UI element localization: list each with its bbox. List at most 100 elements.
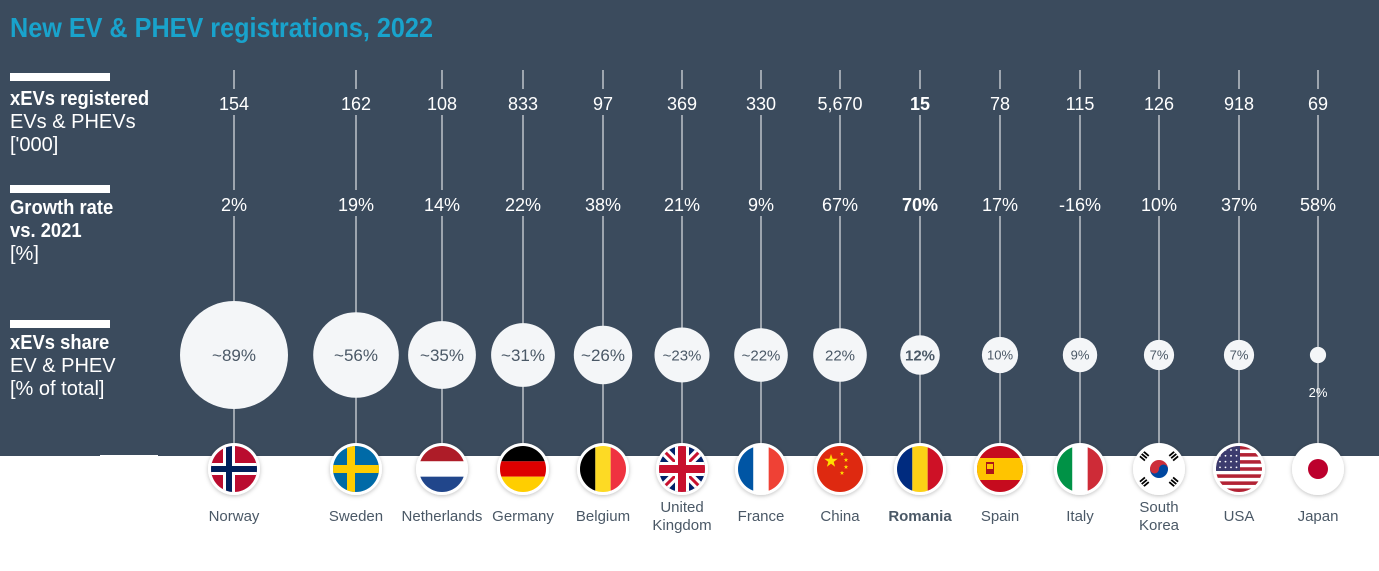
row-label-registered-title: xEVs registered bbox=[10, 88, 150, 110]
france-flag-icon bbox=[735, 443, 787, 495]
label-backdrop bbox=[503, 190, 543, 216]
label-backdrop bbox=[1219, 89, 1259, 115]
label-backdrop bbox=[906, 89, 934, 115]
share-label-netherlands: ~35% bbox=[420, 346, 464, 365]
label-backdrop bbox=[1219, 190, 1259, 216]
share-label-spain: 10% bbox=[987, 348, 1013, 363]
registered-value-usa: 918 bbox=[1224, 94, 1254, 114]
row-label-growth-unit: [%] bbox=[10, 243, 39, 265]
registered-value-china: 5,670 bbox=[817, 94, 862, 114]
registered-value-south-korea: 126 bbox=[1144, 94, 1174, 114]
footer-marker bbox=[100, 455, 158, 458]
label-backdrop bbox=[1139, 190, 1179, 216]
label-backdrop bbox=[741, 89, 781, 115]
share-label-france: ~22% bbox=[742, 347, 781, 364]
belgium-flag-icon bbox=[577, 443, 629, 495]
usa-flag-icon bbox=[1213, 443, 1265, 495]
growth-value-italy: -16% bbox=[1059, 195, 1101, 215]
share-label-china: 22% bbox=[825, 347, 855, 364]
country-name-china: China bbox=[820, 508, 860, 525]
norway-flag-icon bbox=[208, 443, 260, 495]
label-backdrop bbox=[1060, 89, 1100, 115]
share-label-usa: 7% bbox=[1230, 348, 1249, 363]
country-name-netherlands: Netherlands bbox=[402, 508, 483, 525]
label-backdrop bbox=[746, 190, 776, 216]
registered-value-romania: 15 bbox=[910, 94, 930, 114]
share-bubble-south-korea bbox=[1143, 339, 1175, 371]
country-name-spain: Spain bbox=[981, 508, 1019, 525]
share-label-germany: ~31% bbox=[501, 346, 545, 365]
country-name-romania: Romania bbox=[888, 508, 952, 525]
label-backdrop bbox=[986, 89, 1014, 115]
registered-value-sweden: 162 bbox=[341, 94, 371, 114]
growth-value-united-kingdom: 21% bbox=[664, 195, 700, 215]
share-label-romania: 12% bbox=[905, 347, 935, 364]
china-flag-icon bbox=[814, 443, 866, 495]
share-label-japan: 2% bbox=[1309, 385, 1328, 400]
label-backdrop bbox=[900, 190, 940, 216]
growth-value-china: 67% bbox=[822, 195, 858, 215]
share-label-belgium: ~26% bbox=[581, 346, 625, 365]
italy-flag-icon bbox=[1054, 443, 1106, 495]
sweden-flag-icon bbox=[330, 443, 382, 495]
country-name-norway: Norway bbox=[209, 508, 260, 525]
row-label-registered: xEVs registered EVs & PHEVs ['000] bbox=[10, 88, 161, 157]
growth-value-norway: 2% bbox=[221, 195, 247, 215]
growth-value-romania: 70% bbox=[902, 195, 938, 215]
share-label-norway: ~89% bbox=[212, 346, 256, 365]
row-label-growth-subtitle: vs. 2021 bbox=[10, 220, 82, 242]
growth-value-spain: 17% bbox=[982, 195, 1018, 215]
growth-value-germany: 22% bbox=[505, 195, 541, 215]
label-backdrop bbox=[336, 190, 376, 216]
row-label-share-title: xEVs share bbox=[10, 332, 110, 354]
label-backdrop bbox=[980, 190, 1020, 216]
registered-value-norway: 154 bbox=[219, 94, 249, 114]
share-bubble-sweden bbox=[313, 312, 399, 398]
uk-flag-icon bbox=[656, 443, 708, 495]
row-label-share-unit: [% of total] bbox=[10, 378, 105, 400]
growth-value-japan: 58% bbox=[1300, 195, 1336, 215]
share-bubble-france bbox=[734, 328, 788, 382]
south-korea-flag-icon bbox=[1133, 443, 1185, 495]
share-label-sweden: ~56% bbox=[334, 346, 378, 365]
share-bubble-germany bbox=[491, 323, 555, 387]
row-label-growth-title: Growth rate bbox=[10, 197, 114, 219]
growth-value-usa: 37% bbox=[1221, 195, 1257, 215]
share-bubble-netherlands bbox=[408, 321, 476, 389]
row-label-registered-subtitle: EVs & PHEVs bbox=[10, 111, 136, 133]
growth-value-south-korea: 10% bbox=[1141, 195, 1177, 215]
germany-flag-icon bbox=[497, 443, 549, 495]
registered-value-japan: 69 bbox=[1308, 94, 1328, 114]
label-backdrop bbox=[662, 190, 702, 216]
growth-value-sweden: 19% bbox=[338, 195, 374, 215]
label-backdrop bbox=[820, 190, 860, 216]
spain-flag-icon bbox=[974, 443, 1026, 495]
share-bubble-italy bbox=[1062, 337, 1098, 373]
label-backdrop bbox=[336, 89, 376, 115]
country-name-italy: Italy bbox=[1066, 508, 1094, 525]
netherlands-flag-icon bbox=[416, 443, 468, 495]
share-bubble-spain bbox=[981, 336, 1019, 374]
label-backdrop bbox=[214, 89, 254, 115]
row-label-growth: Growth rate vs. 2021 [%] bbox=[10, 197, 122, 266]
label-backdrop bbox=[589, 89, 617, 115]
chart-title: New EV & PHEV registrations, 2022 bbox=[10, 12, 433, 43]
row-marker-growth bbox=[10, 185, 110, 193]
japan-flag-icon bbox=[1292, 443, 1344, 495]
country-name-south-korea: South Korea bbox=[1139, 499, 1180, 534]
registered-value-spain: 78 bbox=[990, 94, 1010, 114]
share-label-south-korea: 7% bbox=[1150, 348, 1169, 363]
share-bubble-united-kingdom bbox=[654, 327, 710, 383]
country-name-united-kingdom: United Kingdom bbox=[652, 499, 711, 534]
registered-value-italy: 115 bbox=[1066, 94, 1095, 114]
label-backdrop bbox=[422, 190, 462, 216]
growth-value-belgium: 38% bbox=[585, 195, 621, 215]
country-name-usa: USA bbox=[1224, 508, 1255, 525]
label-backdrop bbox=[1298, 190, 1338, 216]
registered-value-belgium: 97 bbox=[593, 94, 613, 114]
label-backdrop bbox=[662, 89, 702, 115]
romania-flag-icon bbox=[894, 443, 946, 495]
share-bubble-belgium bbox=[573, 325, 633, 385]
